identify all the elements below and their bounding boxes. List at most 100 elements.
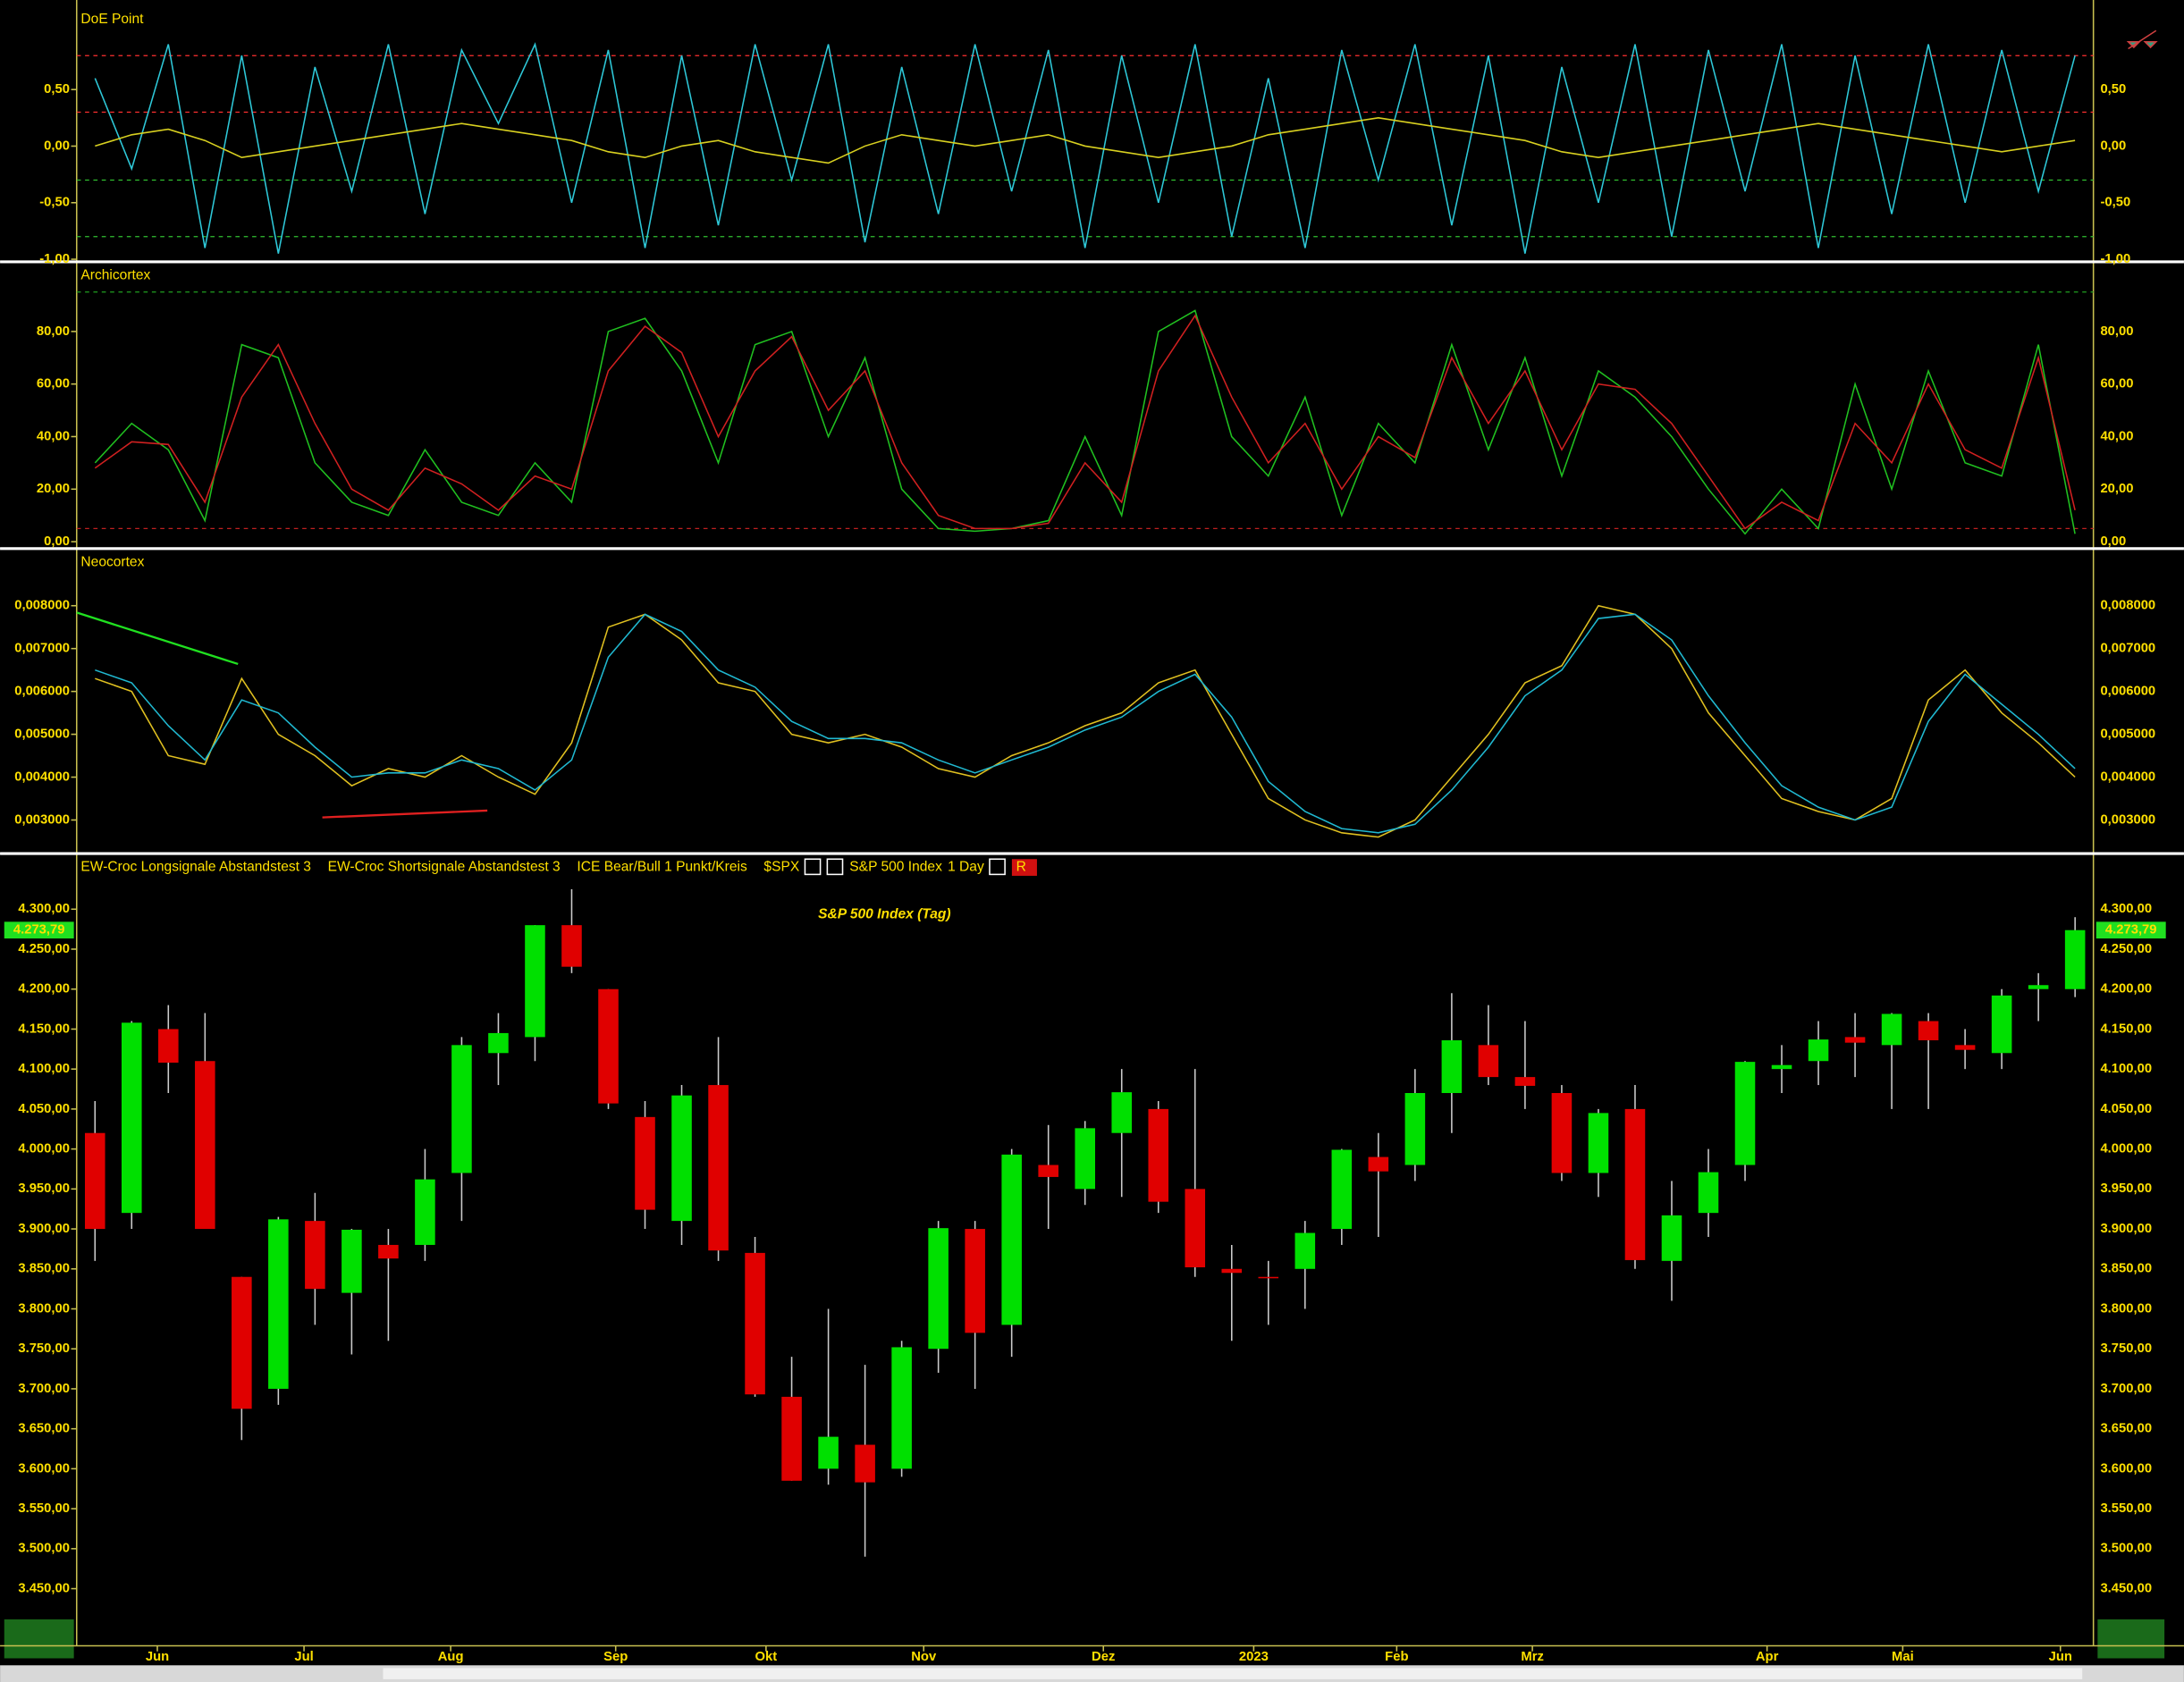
y-tick-label: 0,00 xyxy=(2100,139,2126,153)
y-tick-label: 40,00 xyxy=(37,429,70,443)
y-tick-label: -0,50 xyxy=(39,196,70,210)
y-tick-label: 60,00 xyxy=(37,377,70,391)
candle-body xyxy=(1661,1215,1682,1261)
y-tick-label: 4.300,00 xyxy=(2100,902,2152,916)
candle-body xyxy=(451,1045,472,1173)
y-tick-label: 3.600,00 xyxy=(18,1461,70,1476)
candle-body xyxy=(1991,995,2012,1054)
last-price-box xyxy=(2095,921,2166,939)
y-tick-label: 3.500,00 xyxy=(2100,1542,2152,1556)
candle-body xyxy=(232,1276,252,1409)
y-tick-label: 20,00 xyxy=(37,482,70,496)
candle-body xyxy=(1698,1172,1719,1214)
y-tick-label: 4.000,00 xyxy=(18,1142,70,1156)
candle-body xyxy=(122,1022,142,1214)
y-tick-label: 3.550,00 xyxy=(2100,1501,2152,1516)
y-tick-label: -0,50 xyxy=(2100,196,2130,210)
candle-body xyxy=(305,1221,325,1290)
y-tick-label: 4.050,00 xyxy=(2100,1102,2152,1116)
x-tick-label: Jun xyxy=(2049,1650,2072,1664)
indicator-line xyxy=(95,604,2076,838)
dropdown[interactable] xyxy=(826,858,844,876)
candle-body xyxy=(195,1061,215,1230)
x-tick-label: Jul xyxy=(294,1650,313,1664)
y-tick-label: 3.850,00 xyxy=(18,1262,70,1276)
candle-body xyxy=(1075,1128,1095,1190)
badge-text: R xyxy=(1016,860,1026,875)
y-tick-label: 3.950,00 xyxy=(18,1182,70,1196)
tool-icon[interactable] xyxy=(2126,29,2158,50)
panel-title: Neocortex xyxy=(80,555,144,570)
candle-body xyxy=(671,1095,692,1222)
y-tick-label: 80,00 xyxy=(37,324,70,339)
candle-body xyxy=(342,1229,362,1293)
indicator-legend: EW-Croc Longsignale Abstandstest 3 xyxy=(80,860,311,875)
y-tick-label: 0,004000 xyxy=(14,770,70,784)
y-tick-label: 0,50 xyxy=(2100,82,2126,97)
header-name: S&P 500 Index xyxy=(849,860,942,875)
x-tick-label: Aug xyxy=(438,1650,464,1664)
y-tick-label: 3.750,00 xyxy=(18,1341,70,1356)
y-tick-label: 3.600,00 xyxy=(2100,1461,2152,1476)
y-tick-label: 3.700,00 xyxy=(18,1382,70,1396)
candle-body xyxy=(1368,1156,1389,1172)
candle-body xyxy=(1844,1037,1866,1043)
last-price-label: 4.273,79 xyxy=(13,923,65,938)
y-tick-label: 0,003000 xyxy=(2100,812,2155,827)
dropdown[interactable] xyxy=(804,858,822,876)
scroll-thumb[interactable] xyxy=(383,1668,2083,1679)
x-tick-label: Feb xyxy=(1385,1650,1408,1664)
y-tick-label: 3.950,00 xyxy=(2100,1182,2152,1196)
candle-body xyxy=(2064,929,2086,989)
candle-body xyxy=(635,1116,655,1210)
candle-body xyxy=(415,1179,435,1245)
candle-body xyxy=(1294,1232,1316,1269)
badge xyxy=(1011,859,1037,876)
indicator-line xyxy=(94,309,2076,535)
y-tick-label: 0,008000 xyxy=(2100,599,2155,613)
y-tick-label: 0,00 xyxy=(44,534,70,549)
y-tick-label: 0,00 xyxy=(44,139,70,153)
y-tick-label: 4.050,00 xyxy=(18,1102,70,1116)
y-tick-label: 4.250,00 xyxy=(2100,942,2152,956)
candle-body xyxy=(2028,985,2049,989)
y-tick-label: 3.850,00 xyxy=(2100,1262,2152,1276)
y-tick-label: 0,005000 xyxy=(14,727,70,741)
candle-body xyxy=(855,1444,875,1483)
candle-body xyxy=(891,1347,912,1469)
y-tick-label: -1,00 xyxy=(2100,252,2130,266)
candle-body xyxy=(525,925,545,1038)
x-tick-label: Nov xyxy=(911,1650,937,1664)
y-tick-label: 0,003000 xyxy=(14,812,70,827)
y-tick-label: 3.700,00 xyxy=(2100,1382,2152,1396)
y-tick-label: 3.650,00 xyxy=(2100,1422,2152,1436)
candle-body xyxy=(781,1396,802,1481)
y-tick-label: 20,00 xyxy=(2100,482,2133,496)
indicator-legend: ICE Bear/Bull 1 Punkt/Kreis xyxy=(577,860,747,875)
y-tick-label: 80,00 xyxy=(2100,324,2133,339)
y-tick-label: 4.100,00 xyxy=(2100,1062,2152,1076)
candle-body xyxy=(1588,1113,1609,1173)
candle-body xyxy=(598,988,619,1104)
candle-body xyxy=(1514,1077,1536,1086)
candle-body xyxy=(818,1436,839,1469)
y-tick-label: 0,008000 xyxy=(14,599,70,613)
candle-body xyxy=(1038,1165,1058,1177)
indicator-line xyxy=(94,42,2076,254)
indicator-line xyxy=(95,613,2076,834)
y-tick-label: 3.900,00 xyxy=(2100,1222,2152,1236)
candle-body xyxy=(1185,1189,1206,1267)
indicator-line xyxy=(95,117,2076,164)
dropdown[interactable] xyxy=(989,858,1006,876)
x-tick-label: 2023 xyxy=(1239,1650,1269,1664)
candle-body xyxy=(158,1029,179,1064)
trend-line xyxy=(322,809,488,819)
candle-body xyxy=(84,1132,105,1230)
y-tick-label: 60,00 xyxy=(2100,377,2133,391)
indicator-legend: EW-Croc Shortsignale Abstandstest 3 xyxy=(328,860,561,875)
header-interval: 1 Day xyxy=(948,860,984,875)
y-tick-label: 3.650,00 xyxy=(18,1422,70,1436)
